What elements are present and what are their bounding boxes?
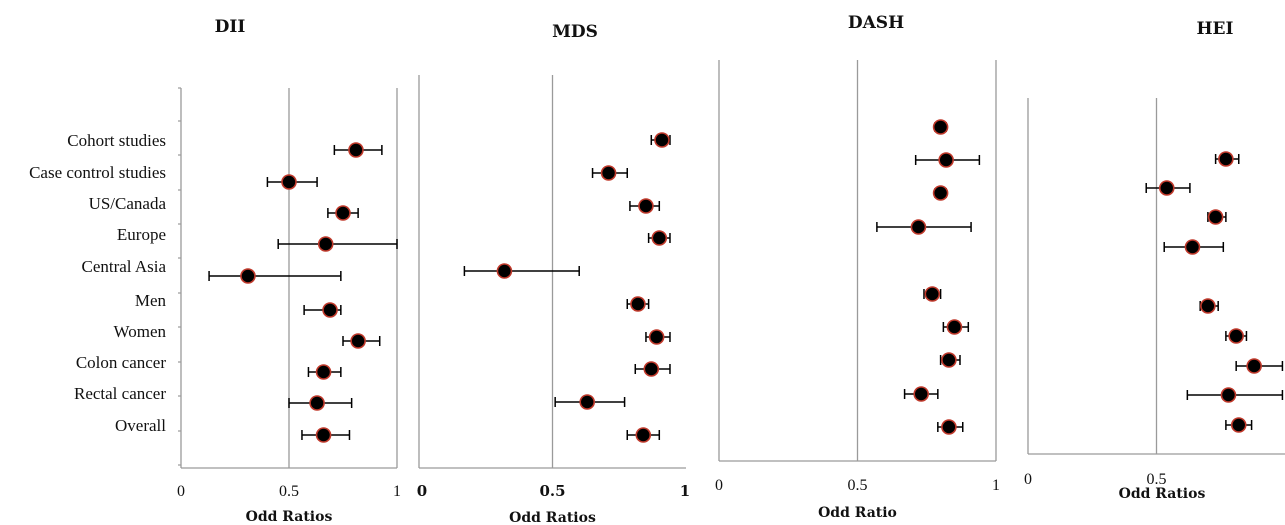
odds-ratio-point [913, 386, 930, 402]
x-tick-label: 1 [992, 477, 1000, 494]
odds-ratio-point [322, 302, 338, 318]
x-tick-label: 1 [393, 483, 401, 500]
odds-ratio-point [281, 174, 297, 190]
x-tick-label: 1 [680, 482, 690, 500]
x-tick-label: 0 [1024, 471, 1032, 488]
odds-ratio-point [946, 319, 963, 335]
odds-ratio-point [496, 263, 513, 279]
row-label: Cohort studies [67, 131, 166, 150]
odds-ratio-point [1184, 239, 1201, 255]
odds-ratio-point [924, 286, 941, 302]
x-tick-label: 0.5 [848, 477, 868, 494]
odds-ratio-point [932, 119, 949, 135]
row-label: Men [135, 291, 167, 310]
x-axis-title: Odd Ratio [818, 505, 897, 521]
odds-ratio-point [648, 329, 665, 345]
odds-ratio-point [350, 333, 366, 349]
odds-ratio-point [309, 395, 325, 411]
row-label: US/Canada [89, 194, 167, 213]
x-tick-label: 0 [177, 483, 185, 500]
odds-ratio-point [1228, 328, 1244, 344]
odds-ratio-point [630, 296, 646, 312]
odds-ratio-point [638, 198, 654, 214]
odds-ratio-point [643, 361, 660, 377]
odds-ratio-point [910, 219, 927, 235]
panel-title: HEI [1197, 19, 1234, 39]
odds-ratio-point [1200, 298, 1216, 314]
x-tick-label: 0.5 [279, 483, 299, 500]
row-label: Central Asia [81, 257, 166, 276]
row-label: Overall [115, 416, 166, 435]
odds-ratio-point [932, 185, 949, 201]
odds-ratio-point [654, 132, 670, 148]
odds-ratio-point [579, 394, 596, 410]
odds-ratio-point [1230, 417, 1247, 433]
x-axis-title: Odd Ratios [509, 510, 596, 525]
odds-ratio-point [635, 427, 652, 443]
panel-title: MDS [552, 22, 598, 42]
odds-ratio-point [941, 352, 957, 368]
panel-title: DASH [848, 13, 904, 33]
odds-ratio-point [1246, 358, 1262, 374]
x-tick-label: 0 [715, 477, 723, 494]
x-tick-label: 0.5 [1147, 471, 1167, 488]
odds-ratio-point [1158, 180, 1175, 196]
odds-ratio-point [335, 205, 351, 221]
x-axis-title: Odd Ratios [1119, 486, 1206, 502]
panel-title: DII [215, 17, 246, 37]
row-label: Rectal cancer [74, 384, 166, 403]
odds-ratio-point [1218, 151, 1234, 167]
odds-ratio-point [938, 152, 954, 168]
odds-ratio-point [240, 268, 256, 284]
odds-ratio-point [1207, 209, 1224, 225]
row-label: Colon cancer [76, 353, 166, 372]
x-tick-label: 0 [417, 482, 427, 500]
x-tick-label: 0.5 [539, 482, 565, 500]
odds-ratio-point [941, 419, 957, 435]
row-label: Europe [117, 225, 166, 244]
odds-ratio-point [315, 364, 332, 380]
x-axis-title: Odd Ratios [246, 509, 333, 525]
odds-ratio-point [317, 236, 334, 252]
row-label: Case control studies [29, 163, 166, 182]
odds-ratio-point [1220, 387, 1237, 403]
row-label: Women [114, 322, 167, 341]
odds-ratio-point [348, 142, 364, 158]
odds-ratio-point [651, 230, 668, 246]
odds-ratio-point [600, 165, 617, 181]
odds-ratio-point [315, 427, 332, 443]
